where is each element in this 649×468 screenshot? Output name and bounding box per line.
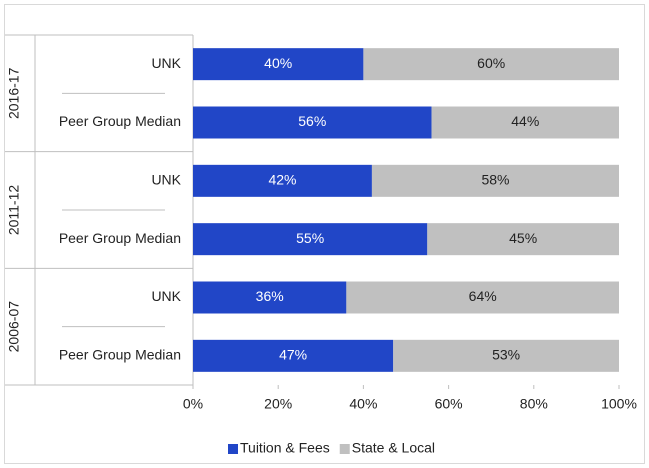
bar-segment <box>371 164 619 197</box>
group-label: 2011-12 <box>6 185 22 236</box>
category-label: Peer Group Median <box>59 230 181 246</box>
data-label: 64% <box>469 288 497 304</box>
bar-segment <box>346 281 619 314</box>
category-label: UNK <box>151 172 181 188</box>
legend-label: Tuition & Fees <box>240 440 330 456</box>
bar-segment <box>193 223 428 256</box>
data-label: 42% <box>268 172 296 188</box>
data-label: 36% <box>256 288 284 304</box>
data-label: 47% <box>279 347 307 363</box>
group-label: 2016-17 <box>6 67 22 119</box>
data-label: 55% <box>296 230 324 246</box>
x-tick-label: 20% <box>264 396 292 412</box>
legend-label: State & Local <box>352 440 435 456</box>
bar-segment <box>193 106 432 139</box>
x-tick-label: 100% <box>601 396 637 412</box>
bar-segment <box>193 281 347 314</box>
legend-swatch <box>228 444 238 454</box>
legend-swatch <box>339 444 350 454</box>
data-label: 44% <box>511 113 539 129</box>
bar-segment <box>193 164 372 197</box>
bar-segment <box>363 48 619 81</box>
bar-segment <box>427 223 619 256</box>
category-label: UNK <box>151 55 181 71</box>
x-tick-label: 80% <box>520 396 548 412</box>
bar-segment <box>193 48 364 81</box>
bar-segment <box>393 339 619 372</box>
x-tick-label: 0% <box>183 396 203 412</box>
bar-segment <box>193 339 394 372</box>
data-label: 58% <box>481 172 509 188</box>
data-label: 56% <box>298 113 326 129</box>
x-tick-label: 40% <box>349 396 377 412</box>
category-label: Peer Group Median <box>59 347 181 363</box>
data-label: 45% <box>509 230 537 246</box>
data-label: 53% <box>492 347 520 363</box>
group-label: 2006-07 <box>6 301 22 353</box>
category-label: Peer Group Median <box>59 113 181 129</box>
x-tick-label: 60% <box>435 396 463 412</box>
data-label: 40% <box>264 55 292 71</box>
category-label: UNK <box>151 288 181 304</box>
bar-segment <box>431 106 619 139</box>
data-label: 60% <box>477 55 505 71</box>
